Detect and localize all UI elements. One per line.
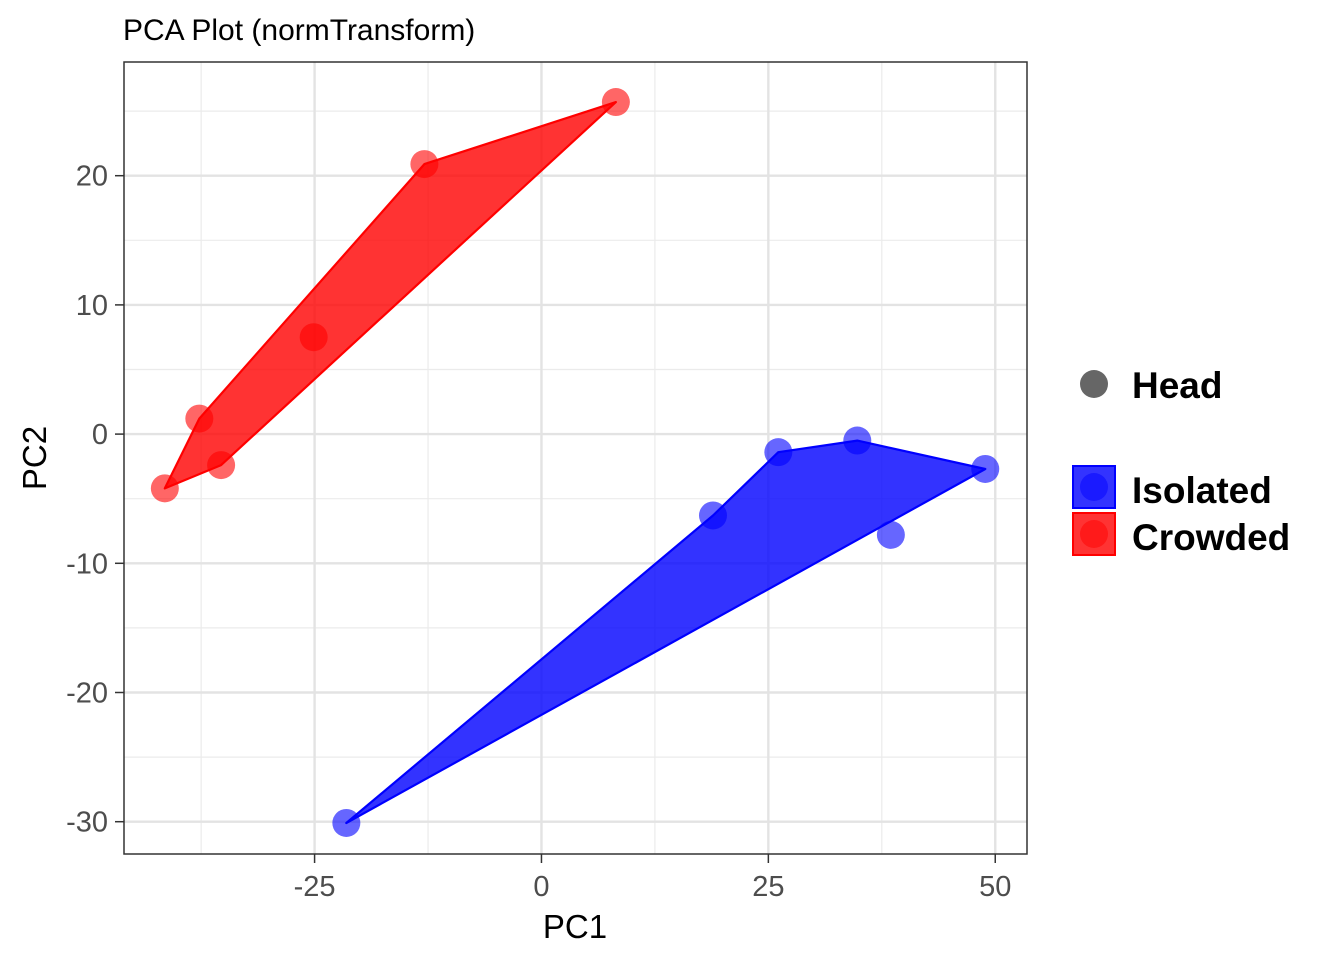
point-crowded xyxy=(207,451,236,480)
point-crowded xyxy=(410,150,439,179)
hull-crowded xyxy=(163,100,618,490)
y-tick-label: 10 xyxy=(76,290,108,322)
legend-crowded-marker xyxy=(1080,520,1108,548)
x-axis-title: PC1 xyxy=(543,908,607,945)
legend-isolated-label: Isolated xyxy=(1132,470,1272,511)
x-tick-label: 25 xyxy=(752,871,784,903)
legend: Head Isolated Crowded xyxy=(1072,365,1290,558)
x-tick-label: 0 xyxy=(533,871,549,903)
legend-crowded-label: Crowded xyxy=(1132,517,1290,558)
y-tick-label: -30 xyxy=(66,807,108,839)
y-tick-label: -20 xyxy=(66,677,108,709)
hull-isolated xyxy=(345,439,987,825)
x-tick-label: -25 xyxy=(294,871,336,903)
y-tick-label: 20 xyxy=(76,161,108,193)
point-isolated xyxy=(876,520,905,549)
point-crowded xyxy=(185,404,214,433)
point-crowded xyxy=(601,88,630,117)
y-tick-label: -10 xyxy=(66,548,108,580)
legend-head-label: Head xyxy=(1132,365,1222,406)
plot-panel-border xyxy=(123,61,1028,855)
point-isolated xyxy=(698,501,727,530)
point-crowded xyxy=(150,474,179,503)
y-axis: 20 10 0 -10 -20 -30 xyxy=(66,161,124,839)
legend-head-marker xyxy=(1080,370,1108,398)
legend-isolated-marker xyxy=(1080,473,1108,501)
chart-title: PCA Plot (normTransform) xyxy=(123,14,475,47)
x-axis: -25 0 25 50 xyxy=(294,854,1011,903)
hull-layer xyxy=(163,100,987,825)
point-isolated xyxy=(332,808,361,837)
point-isolated xyxy=(764,438,793,467)
point-crowded xyxy=(299,323,328,352)
point-isolated xyxy=(971,454,1000,483)
y-axis-title: PC2 xyxy=(16,426,53,490)
point-isolated xyxy=(843,426,872,455)
x-tick-label: 50 xyxy=(979,871,1011,903)
point-layer xyxy=(150,88,1000,837)
y-tick-label: 0 xyxy=(92,419,108,451)
